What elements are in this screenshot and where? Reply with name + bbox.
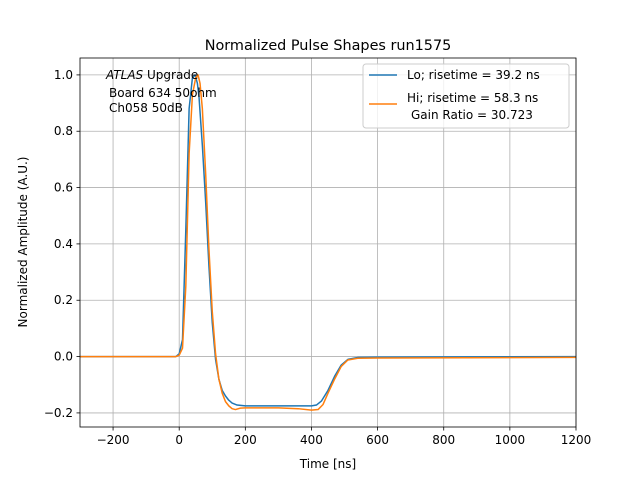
legend-label-gain-ratio: Gain Ratio = 30.723 (411, 108, 533, 122)
x-tick-label: 1200 (561, 433, 592, 447)
series-lines (80, 74, 577, 411)
x-tick-label: 800 (432, 433, 455, 447)
x-tick-label: 400 (300, 433, 323, 447)
y-tick-label: 0.4 (54, 237, 73, 251)
x-tick-label: 1000 (495, 433, 526, 447)
y-tick-label: 0.0 (54, 350, 73, 364)
legend-label-lo: Lo; risetime = 39.2 ns (407, 68, 540, 82)
legend-box (362, 63, 570, 129)
y-axis-label: Normalized Amplitude (A.U.) (16, 157, 30, 328)
annotation-line-1: ATLAS Upgrade (105, 68, 198, 82)
y-tick-label: 0.2 (54, 293, 73, 307)
y-tick-label: 0.6 (54, 181, 73, 195)
annotation-line-3: Ch058 50dB (109, 101, 183, 115)
x-tick-label: 0 (175, 433, 183, 447)
legend-label-hi: Hi; risetime = 58.3 ns (407, 91, 538, 105)
series-line-hi (80, 74, 577, 411)
annotation-upgrade: Upgrade (143, 68, 198, 82)
x-tick-label: −200 (97, 433, 130, 447)
y-tick-label: 0.8 (54, 124, 73, 138)
plot-frame (79, 57, 577, 428)
legend: Lo; risetime = 39.2 ns Hi; risetime = 58… (362, 63, 570, 129)
x-tick-label: 600 (366, 433, 389, 447)
experiment-annotation: ATLAS Upgrade Board 634 50ohm Ch058 50dB (105, 68, 217, 115)
annotation-atlas: ATLAS (105, 68, 144, 82)
annotation-line-2: Board 634 50ohm (109, 86, 217, 100)
chart-title: Normalized Pulse Shapes run1575 (205, 38, 452, 54)
x-axis-label: Time [ns] (299, 457, 356, 471)
axis-ticks: −200 0 200 400 600 800 1000 1200 −0.2 0.0 0.2 0.4 0.… (44, 68, 591, 447)
y-tick-label: −0.2 (44, 406, 73, 420)
x-tick-label: 200 (234, 433, 257, 447)
y-tick-label: 1.0 (54, 68, 73, 82)
